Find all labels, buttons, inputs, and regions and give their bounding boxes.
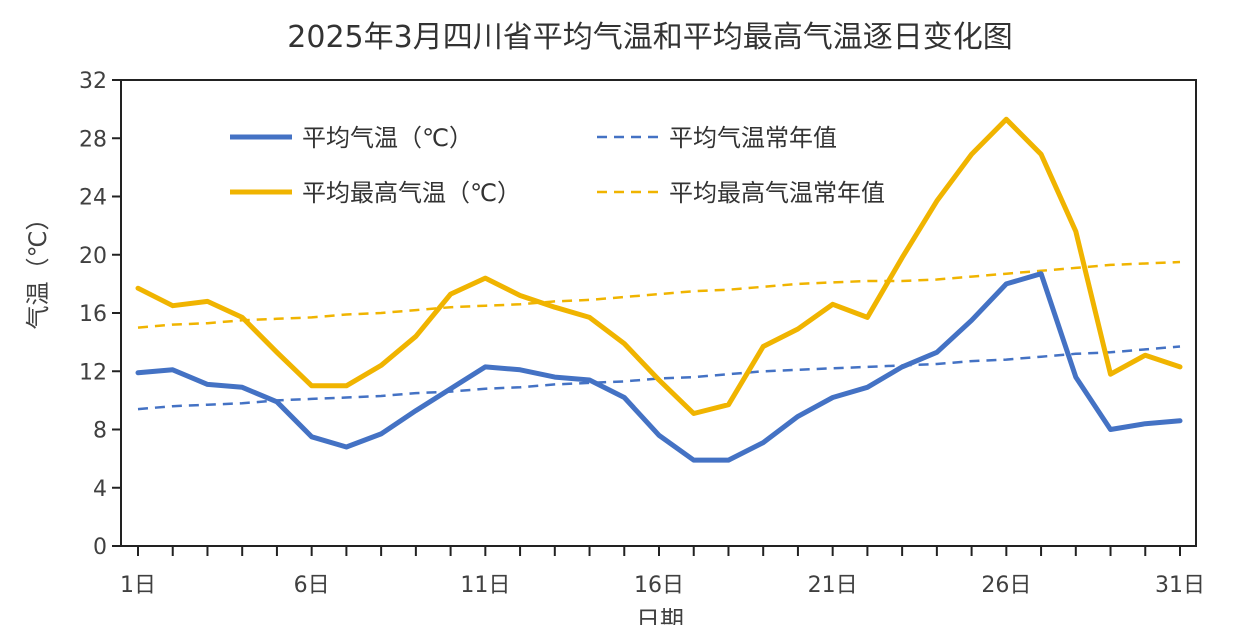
series-layer: [135, 116, 1183, 463]
legend-label-1: 平均气温常年值: [669, 124, 837, 152]
series-line-0: [135, 271, 1183, 463]
x-tick-label: 26日: [981, 573, 1031, 598]
y-tick-label: 28: [79, 127, 107, 152]
series-line-1: [137, 345, 1181, 411]
x-tick-label: 16日: [634, 573, 684, 598]
x-tick-label: 6日: [294, 573, 330, 598]
series-line-3: [137, 260, 1181, 329]
chart-title: 2025年3月四川省平均气温和平均最高气温逐日变化图: [287, 20, 1012, 55]
legend-label-3: 平均最高气温常年值: [669, 179, 885, 207]
x-axis-label: 日期: [636, 606, 684, 625]
x-tick-label: 11日: [460, 573, 510, 598]
y-tick-label: 8: [93, 419, 107, 444]
legend-label-0: 平均气温（℃）: [302, 124, 473, 152]
y-tick-label: 32: [79, 69, 107, 94]
y-tick-label: 20: [79, 244, 107, 269]
y-tick-label: 12: [79, 360, 107, 385]
legend-label-2: 平均最高气温（℃）: [302, 179, 521, 207]
x-axis: 1日 6日 11日 16日 21日 26日 31日: [120, 546, 1205, 598]
x-tick-label: 21日: [808, 573, 858, 598]
y-tick-label: 24: [79, 186, 107, 211]
y-tick-label: 4: [93, 477, 107, 502]
y-axis: 0 4 8 12 16 20 24 28 32: [79, 69, 121, 560]
y-tick-label: 0: [93, 535, 107, 560]
y-axis-label: 气温（℃）: [24, 207, 52, 330]
x-tick-label: 31日: [1155, 573, 1205, 598]
y-tick-label: 16: [79, 302, 107, 327]
x-tick-label: 1日: [120, 573, 156, 598]
series-line-2: [135, 116, 1183, 416]
